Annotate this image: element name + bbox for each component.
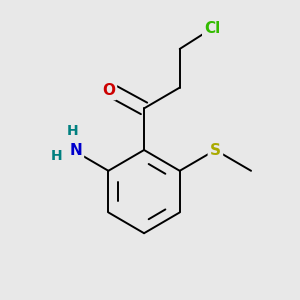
Text: N: N xyxy=(70,142,83,158)
Text: Cl: Cl xyxy=(204,21,220,36)
Text: H: H xyxy=(51,149,62,163)
Text: H: H xyxy=(67,124,79,138)
Text: S: S xyxy=(210,142,221,158)
Text: O: O xyxy=(102,83,115,98)
